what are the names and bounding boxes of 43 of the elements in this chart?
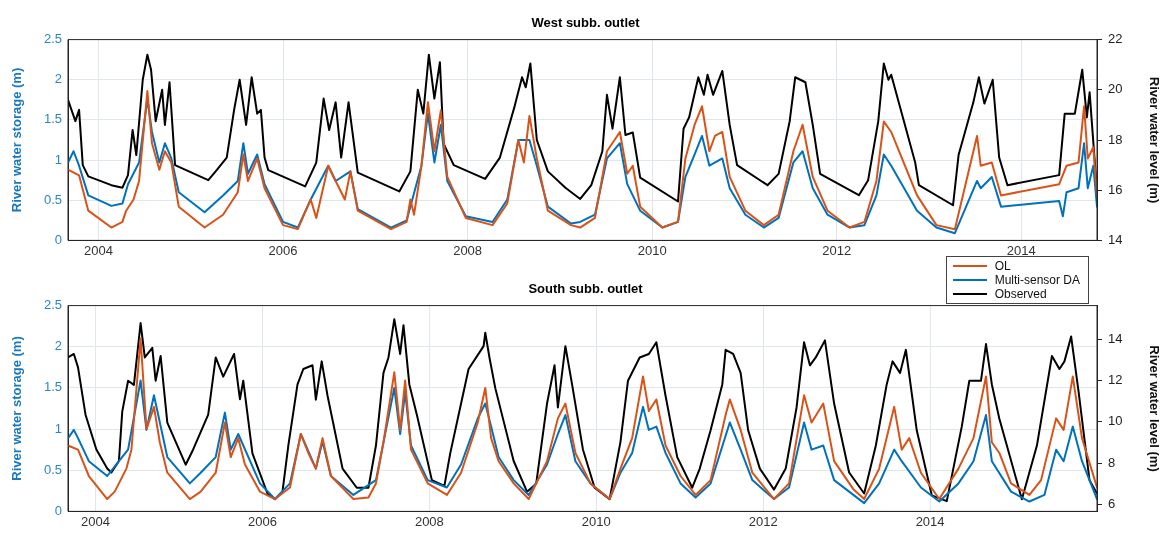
y2-tick-label: 14 [1108, 331, 1123, 347]
y2-tick-label: 6 [1108, 495, 1116, 511]
chart-title: South subb. outlet [528, 281, 644, 297]
y-axis-title: River water storage (m) [9, 336, 25, 481]
x-tick-label: 2010 [581, 513, 611, 529]
y2-tick-label: 22 [1108, 31, 1123, 47]
x-tick-label: 2012 [822, 242, 852, 258]
x-tick-label: 2004 [81, 513, 110, 529]
y-tick-label: 0 [54, 231, 62, 247]
y2-axis-title: River water level (m) [1146, 345, 1161, 472]
x-tick-label: 2008 [453, 242, 483, 258]
y2-tick-label: 18 [1108, 131, 1123, 147]
x-tick-label: 2006 [247, 513, 277, 529]
y-tick-label: 1.5 [43, 379, 62, 395]
x-tick-label: 2012 [748, 513, 778, 529]
y-tick-label: 2.5 [43, 297, 62, 313]
y-tick-label: 0.5 [43, 191, 62, 207]
y-tick-label: 1 [54, 420, 62, 436]
y-tick-label: 0 [54, 502, 62, 518]
y2-tick-label: 8 [1108, 454, 1116, 470]
x-tick-label: 2006 [268, 242, 298, 258]
x-tick-label: 2008 [414, 513, 444, 529]
legend-label: Multi-sensor DA [994, 273, 1080, 287]
y2-tick-label: 20 [1108, 81, 1123, 97]
y-tick-label: 1.5 [43, 111, 62, 127]
x-tick-label: 2014 [1006, 242, 1036, 258]
y2-tick-label: 12 [1108, 372, 1123, 388]
y-axis-title: River water storage (m) [9, 67, 25, 213]
y-tick-label: 1 [54, 151, 62, 167]
chart-title: West subb. outlet [531, 15, 641, 31]
y2-tick-label: 10 [1108, 413, 1123, 429]
x-tick-label: 2004 [83, 242, 113, 258]
y2-tick-label: 16 [1108, 181, 1123, 197]
y-tick-label: 2 [54, 71, 62, 87]
x-tick-label: 2014 [915, 513, 945, 529]
legend-label: Observed [994, 287, 1047, 301]
y2-axis-title: River water level (m) [1146, 76, 1161, 204]
legend-label: OL [994, 259, 1011, 273]
y-tick-label: 0.5 [43, 461, 62, 477]
x-tick-label: 2010 [637, 242, 667, 258]
y-tick-label: 2.5 [43, 31, 62, 47]
y2-tick-label: 14 [1108, 231, 1123, 247]
y-tick-label: 2 [54, 338, 62, 354]
